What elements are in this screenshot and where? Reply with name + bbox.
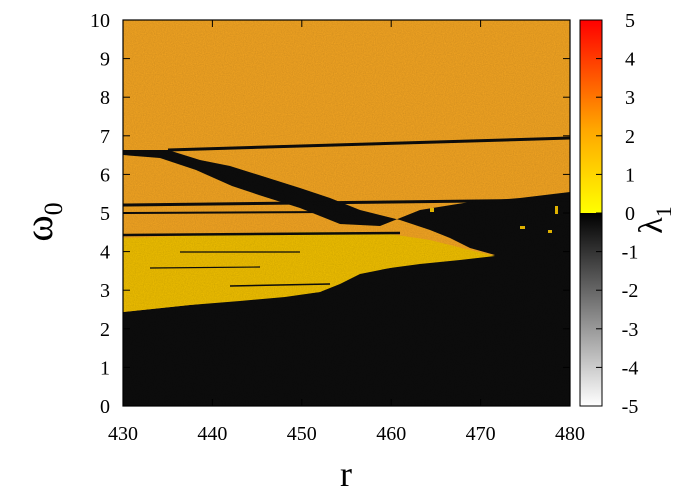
y-axis-label: ω0 — [16, 202, 68, 241]
x-axis: 430 440 450 460 470 480 — [108, 20, 585, 445]
y-tick-label: 7 — [100, 126, 110, 148]
colorbar-tick-label: 1 — [625, 164, 635, 186]
x-tick-label: 470 — [466, 423, 496, 445]
colorbar-axis: -5 -4 -3 -2 -1 0 1 2 3 4 5 — [596, 10, 638, 418]
colorbar-tick-label: -1 — [622, 242, 639, 264]
colorbar-label: λ1 — [633, 206, 676, 234]
y-tick-label: 6 — [100, 164, 110, 186]
y-tick-label: 9 — [100, 49, 110, 71]
heatmap-plot-area — [123, 20, 570, 406]
x-tick-label: 440 — [197, 423, 227, 445]
x-tick-label: 460 — [376, 423, 406, 445]
colorbar-tick-label: -2 — [622, 280, 639, 302]
colorbar-tick-label: 0 — [625, 203, 635, 225]
x-tick-label: 450 — [287, 423, 317, 445]
y-tick-label: 8 — [100, 87, 110, 109]
colorbar-label-sub: 1 — [651, 206, 676, 217]
colorbar-tick-label: -3 — [622, 319, 639, 341]
colorbar-tick-label: 2 — [625, 126, 635, 148]
colorbar-tick-label: -4 — [622, 357, 639, 379]
colorbar-tick-label: 4 — [625, 49, 635, 71]
y-tick-label: 4 — [100, 242, 110, 264]
y-tick-label: 5 — [100, 203, 110, 225]
colorbar-tick-label: 5 — [625, 10, 635, 32]
y-tick-label: 3 — [100, 280, 110, 302]
y-tick-label: 10 — [90, 10, 110, 32]
y-tick-label: 1 — [100, 357, 110, 379]
y-axis: 0 1 2 3 4 5 6 7 8 9 10 — [90, 10, 570, 418]
x-tick-label: 430 — [108, 423, 138, 445]
y-tick-label: 2 — [100, 319, 110, 341]
x-axis-label: r — [340, 454, 352, 494]
colorbar-tick-label: -5 — [622, 396, 639, 418]
svg-text:λ1: λ1 — [633, 206, 676, 234]
y-axis-label-main: ω — [16, 215, 61, 241]
y-tick-label: 0 — [100, 396, 110, 418]
colorbar-label-main: λ — [633, 217, 670, 234]
y-axis-label-sub: 0 — [39, 202, 68, 215]
svg-text:ω0: ω0 — [16, 202, 68, 241]
x-tick-label: 480 — [555, 423, 585, 445]
colorbar-tick-label: 3 — [625, 87, 635, 109]
